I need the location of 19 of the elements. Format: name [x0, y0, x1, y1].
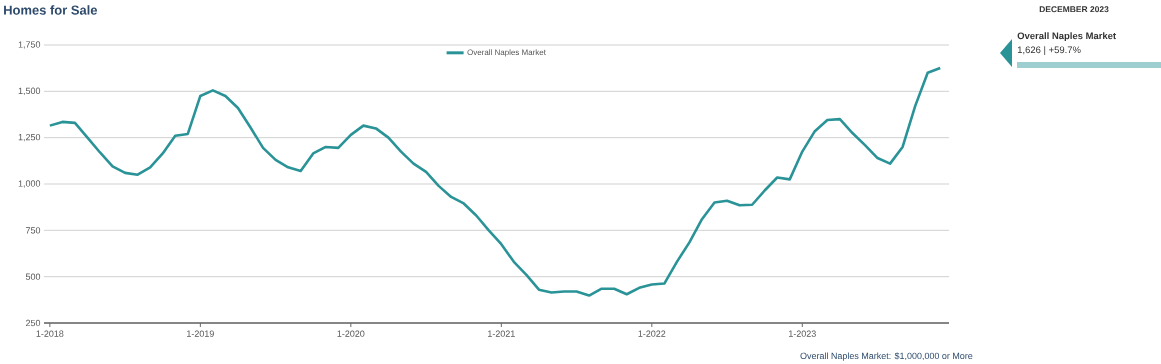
- x-tick-label: 1-2021: [488, 330, 515, 337]
- x-tick-label: 1-2020: [337, 330, 365, 337]
- y-tick-label: 1,750: [18, 41, 41, 49]
- y-tick-label: 250: [25, 319, 41, 327]
- line-series: [48, 66, 942, 297]
- y-tick-label: 750: [25, 227, 41, 234]
- text: Overall Naples Market: [1017, 32, 1116, 42]
- y-tick-label: 1,500: [18, 87, 41, 96]
- x-tick-label: 1-2019: [187, 330, 214, 337]
- chart-title: Homes for Sale: [4, 5, 98, 15]
- y-tick-label: 1,250: [18, 133, 41, 142]
- x-tick-label: 1-2023: [789, 330, 816, 337]
- y-tick-label: 500: [25, 273, 41, 280]
- x-tick-label: 1-2022: [638, 330, 666, 337]
- y-tick-label: 1,000: [18, 180, 41, 188]
- text: DECEMBER 2023: [1039, 6, 1109, 13]
- text: Overall Naples Market: $1,000,000 or More: [800, 352, 973, 361]
- text: 1,626 | +59.7%: [1017, 46, 1081, 56]
- x-tick-label: 1-2018: [36, 330, 64, 337]
